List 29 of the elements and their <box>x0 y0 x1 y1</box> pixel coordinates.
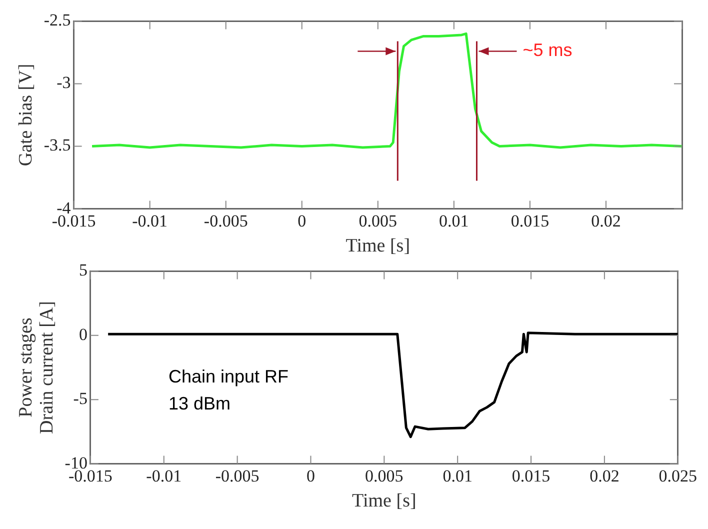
x-tick-label: 0.025 <box>658 466 697 486</box>
x-tick-label: -0.005 <box>215 466 260 486</box>
y-tick-label: -2.5 <box>44 10 71 30</box>
x-tick-label: 0 <box>306 466 315 486</box>
annotation: 13 dBm <box>168 393 231 414</box>
x-tick-label: 0.015 <box>512 466 550 486</box>
x-tick-label: -0.015 <box>52 211 96 230</box>
y-axis-title: Gate bias [V] <box>15 64 36 166</box>
x-tick-label: 0.01 <box>439 211 469 230</box>
x-tick-label: -0.005 <box>204 211 248 230</box>
y-tick-label: 0 <box>78 324 88 344</box>
x-tick-label: 0.01 <box>442 466 472 486</box>
y-tick-label: -3 <box>56 73 71 92</box>
y-axis-title: Power stages Drain current [A] <box>15 301 58 434</box>
x-tick-label: 0 <box>298 211 306 230</box>
annotation: Chain input RF <box>168 366 289 386</box>
y-tick-label: 5 <box>78 260 88 280</box>
y-tick-label: -5 <box>73 389 88 408</box>
x-tick-label: 0.015 <box>510 211 550 230</box>
x-tick-label: -0.01 <box>146 466 182 486</box>
annotation: ~5 ms <box>522 40 572 60</box>
x-axis-title: Time [s] <box>352 490 416 512</box>
x-tick-label: -0.01 <box>132 211 168 230</box>
x-axis-title: Time [s] <box>346 236 410 257</box>
y-tick-label: -3.5 <box>44 136 71 155</box>
x-tick-label: 0.005 <box>358 211 398 230</box>
x-tick-label: 0.005 <box>365 466 404 486</box>
x-tick-label: 0.02 <box>591 211 621 230</box>
x-tick-label: 0.02 <box>590 466 620 486</box>
